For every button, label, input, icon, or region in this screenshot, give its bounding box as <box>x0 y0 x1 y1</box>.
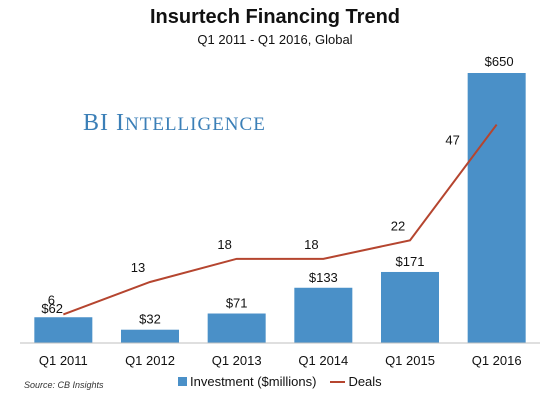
bar-q1-2012 <box>121 329 179 343</box>
x-tick-label: Q1 2014 <box>298 353 348 368</box>
x-tick-label: Q1 2015 <box>385 353 435 368</box>
deals-value-label: 6 <box>48 292 55 307</box>
deals-line <box>62 123 498 316</box>
legend-item-investment: Investment ($millions) <box>178 374 316 389</box>
bar-value-label: $171 <box>396 254 425 269</box>
bar-q1-2016 <box>467 73 526 343</box>
legend-line-swatch <box>330 380 346 383</box>
x-tick-label: Q1 2012 <box>125 353 175 368</box>
x-tick-label: Q1 2016 <box>472 353 522 368</box>
legend-label-deals: Deals <box>348 374 382 389</box>
chart-subtitle: Q1 2011 - Q1 2016, Global <box>197 32 353 47</box>
deals-value-label: 13 <box>131 260 145 275</box>
watermark-i: I <box>116 110 125 136</box>
bar-value-label: $32 <box>139 312 161 327</box>
chart-legend: Investment ($millions) Deals <box>178 374 396 389</box>
legend-item-deals: Deals <box>330 374 382 389</box>
bar-q1-2013 <box>207 313 266 343</box>
deals-value-label: 18 <box>217 237 231 252</box>
bar-q1-2015 <box>381 271 439 343</box>
watermark-bi: BI <box>83 110 109 136</box>
legend-label-investment: Investment ($millions) <box>190 374 317 389</box>
bi-intelligence-watermark: BI INTELLIGENCE <box>83 110 266 137</box>
legend-bar-swatch <box>178 377 187 386</box>
deals-value-label: 22 <box>391 218 405 233</box>
bar-value-label: $62 <box>41 301 63 316</box>
bar-value-label: $71 <box>226 296 248 311</box>
watermark-rest: NTELLIGENCE <box>125 114 266 135</box>
chart-title: Insurtech Financing Trend <box>149 6 401 28</box>
deals-value-label: 47 <box>445 133 459 148</box>
source-note: Source: CB Insights <box>24 380 104 390</box>
bar-value-label: $650 <box>485 54 514 69</box>
bar-q1-2014 <box>294 287 353 343</box>
bar-value-label: $133 <box>309 270 338 285</box>
x-tick-label: Q1 2013 <box>212 353 262 368</box>
deals-value-label: 18 <box>304 237 318 252</box>
x-tick-label: Q1 2011 <box>39 353 88 368</box>
bar-q1-2011 <box>34 317 93 343</box>
